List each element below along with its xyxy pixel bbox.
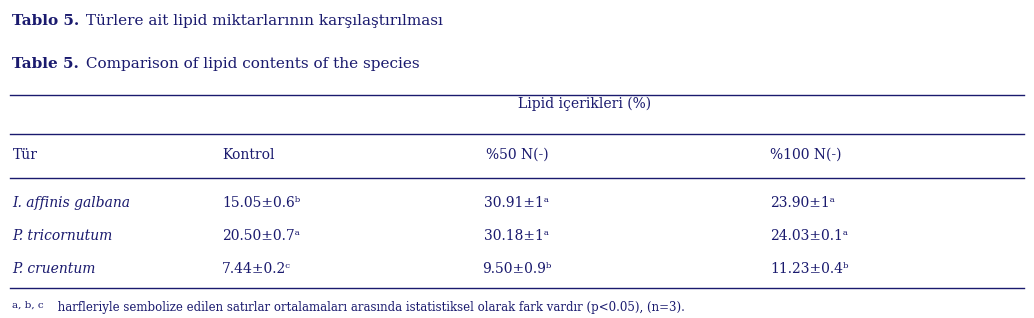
Text: %50 N(-): %50 N(-) (486, 148, 548, 162)
Text: Tablo 5.: Tablo 5. (12, 14, 80, 28)
Text: Comparison of lipid contents of the species: Comparison of lipid contents of the spec… (81, 57, 419, 71)
Text: 30.18±1ᵃ: 30.18±1ᵃ (485, 229, 549, 243)
Text: I. affinis galbana: I. affinis galbana (12, 196, 130, 210)
Text: P. cruentum: P. cruentum (12, 262, 96, 276)
Text: 23.90±1ᵃ: 23.90±1ᵃ (770, 196, 835, 210)
Text: Türlere ait lipid miktarlarının karşılaştırılması: Türlere ait lipid miktarlarının karşılaş… (81, 14, 443, 28)
Text: 11.23±0.4ᵇ: 11.23±0.4ᵇ (770, 262, 849, 276)
Text: 30.91±1ᵃ: 30.91±1ᵃ (485, 196, 549, 210)
Text: 7.44±0.2ᶜ: 7.44±0.2ᶜ (222, 262, 292, 276)
Text: harfleriyle sembolize edilen satırlar ortalamaları arasında istatistiksel olarak: harfleriyle sembolize edilen satırlar or… (54, 301, 685, 314)
Text: 9.50±0.9ᵇ: 9.50±0.9ᵇ (482, 262, 552, 276)
Text: %100 N(-): %100 N(-) (770, 148, 842, 162)
Text: Tür: Tür (12, 148, 37, 162)
Text: 24.03±0.1ᵃ: 24.03±0.1ᵃ (770, 229, 849, 243)
Text: a, b, c: a, b, c (12, 301, 44, 309)
Text: Kontrol: Kontrol (222, 148, 275, 162)
Text: Table 5.: Table 5. (12, 57, 80, 71)
Text: Lipid içerikleri (%): Lipid içerikleri (%) (518, 97, 650, 111)
Text: 15.05±0.6ᵇ: 15.05±0.6ᵇ (222, 196, 301, 210)
Text: P. tricornutum: P. tricornutum (12, 229, 113, 243)
Text: 20.50±0.7ᵃ: 20.50±0.7ᵃ (222, 229, 300, 243)
